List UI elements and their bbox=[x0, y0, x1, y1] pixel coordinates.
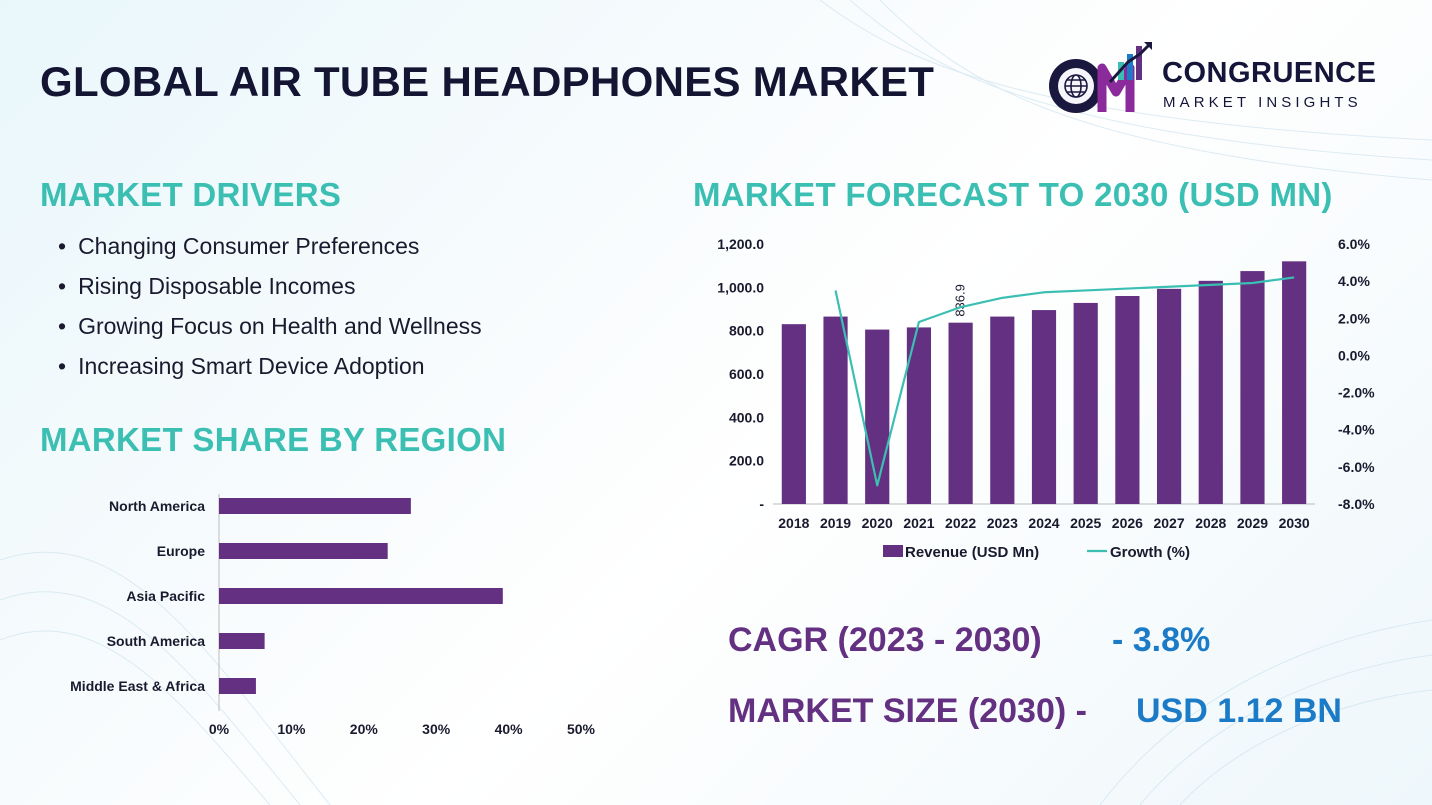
page-title: GLOBAL AIR TUBE HEADPHONES MARKET bbox=[40, 58, 935, 105]
forecast-x-tick-label: 2021 bbox=[903, 515, 934, 531]
forecast-left-tick-label: 1,200.0 bbox=[717, 236, 764, 252]
forecast-left-tick-label: 600.0 bbox=[729, 366, 764, 382]
driver-item: Increasing Smart Device Adoption bbox=[58, 350, 482, 390]
region-category-label: South America bbox=[107, 633, 205, 649]
region-x-tick-label: 30% bbox=[422, 721, 451, 737]
forecast-x-tick-label: 2029 bbox=[1237, 515, 1268, 531]
cagr-label: CAGR (2023 - 2030) bbox=[728, 621, 1042, 659]
region-bar bbox=[219, 543, 388, 559]
region-x-tick-label: 0% bbox=[209, 721, 230, 737]
forecast-left-tick-label: 400.0 bbox=[729, 409, 764, 425]
logo-tagline: MARKET INSIGHTS bbox=[1163, 94, 1362, 111]
forecast-x-tick-label: 2026 bbox=[1112, 515, 1143, 531]
revenue-bar bbox=[1031, 310, 1057, 504]
region-heading: MARKET SHARE BY REGION bbox=[40, 421, 507, 458]
forecast-x-tick-label: 2018 bbox=[778, 515, 809, 531]
growth-line bbox=[834, 276, 1295, 487]
forecast-right-tick-label: 0.0% bbox=[1338, 347, 1370, 363]
revenue-bar bbox=[1156, 288, 1182, 504]
forecast-left-tick-label: - bbox=[759, 496, 764, 512]
revenue-bar bbox=[865, 329, 890, 504]
revenue-bar bbox=[1115, 296, 1140, 504]
forecast-combo-chart: - 200.0 400.0 600.0 800.0 1,000.0 1,200.0 -8.0%… bbox=[717, 236, 1375, 561]
market-size-label: MARKET SIZE (2030) - bbox=[728, 692, 1087, 730]
forecast-right-tick-label: -6.0% bbox=[1338, 459, 1375, 475]
forecast-heading: MARKET FORECAST TO 2030 (USD MN) bbox=[693, 176, 1333, 213]
revenue-bar bbox=[823, 316, 848, 504]
region-x-tick-label: 40% bbox=[495, 721, 524, 737]
region-x-tick-label: 50% bbox=[567, 721, 596, 737]
forecast-left-tick-label: 1,000.0 bbox=[717, 279, 764, 295]
revenue-bar bbox=[990, 316, 1015, 504]
revenue-bar bbox=[1240, 271, 1265, 504]
forecast-x-tick-label: 2022 bbox=[945, 515, 976, 531]
forecast-right-tick-label: -2.0% bbox=[1338, 385, 1375, 401]
revenue-data-label: 836.9 bbox=[953, 284, 968, 317]
revenue-bar bbox=[948, 322, 973, 504]
forecast-x-tick-label: 2027 bbox=[1153, 515, 1184, 531]
forecast-x-tick-label: 2023 bbox=[987, 515, 1018, 531]
logo-name: CONGRUENCE bbox=[1162, 57, 1377, 89]
revenue-bar bbox=[781, 324, 806, 504]
forecast-x-tick-label: 2019 bbox=[820, 515, 851, 531]
forecast-right-tick-label: 4.0% bbox=[1338, 273, 1370, 289]
region-category-label: Asia Pacific bbox=[126, 588, 205, 604]
region-category-label: Middle East & Africa bbox=[70, 678, 205, 694]
cagr-value: - 3.8% bbox=[1112, 621, 1211, 659]
forecast-left-tick-label: 200.0 bbox=[729, 453, 764, 469]
region-category-label: North America bbox=[109, 498, 205, 514]
driver-item: Rising Disposable Incomes bbox=[58, 270, 482, 310]
forecast-x-tick-label: 2028 bbox=[1195, 515, 1226, 531]
forecast-x-tick-label: 2024 bbox=[1028, 515, 1059, 531]
region-bar bbox=[219, 678, 256, 694]
legend-revenue-label: Revenue (USD Mn) bbox=[905, 544, 1039, 561]
forecast-right-tick-label: 6.0% bbox=[1338, 236, 1370, 252]
region-bar bbox=[219, 498, 411, 514]
forecast-x-tick-label: 2025 bbox=[1070, 515, 1101, 531]
forecast-left-tick-label: 800.0 bbox=[729, 323, 764, 339]
forecast-x-tick-label: 2030 bbox=[1279, 515, 1310, 531]
region-x-tick-label: 20% bbox=[350, 721, 379, 737]
region-x-tick-label: 10% bbox=[277, 721, 306, 737]
revenue-bar bbox=[1282, 261, 1307, 504]
drivers-list: Changing Consumer Preferences Rising Dis… bbox=[58, 230, 482, 390]
region-bar-chart: North America Europe Asia Pacific South Ame… bbox=[70, 494, 596, 737]
legend-revenue-swatch bbox=[883, 545, 903, 557]
cm-globe-logo-icon bbox=[1049, 42, 1152, 113]
drivers-heading: MARKET DRIVERS bbox=[40, 176, 342, 213]
forecast-right-tick-label: 2.0% bbox=[1338, 310, 1370, 326]
market-size-value: USD 1.12 BN bbox=[1136, 692, 1342, 730]
forecast-x-tick-label: 2020 bbox=[862, 515, 893, 531]
region-bar bbox=[219, 633, 265, 649]
legend-growth-label: Growth (%) bbox=[1110, 544, 1190, 561]
forecast-right-tick-label: -4.0% bbox=[1338, 422, 1375, 438]
region-bar bbox=[219, 588, 503, 604]
driver-item: Changing Consumer Preferences bbox=[58, 230, 482, 270]
revenue-bar bbox=[1198, 280, 1223, 504]
region-category-label: Europe bbox=[157, 543, 205, 559]
revenue-bar bbox=[1073, 302, 1098, 504]
driver-item: Growing Focus on Health and Wellness bbox=[58, 310, 482, 350]
forecast-right-tick-label: -8.0% bbox=[1338, 496, 1375, 512]
